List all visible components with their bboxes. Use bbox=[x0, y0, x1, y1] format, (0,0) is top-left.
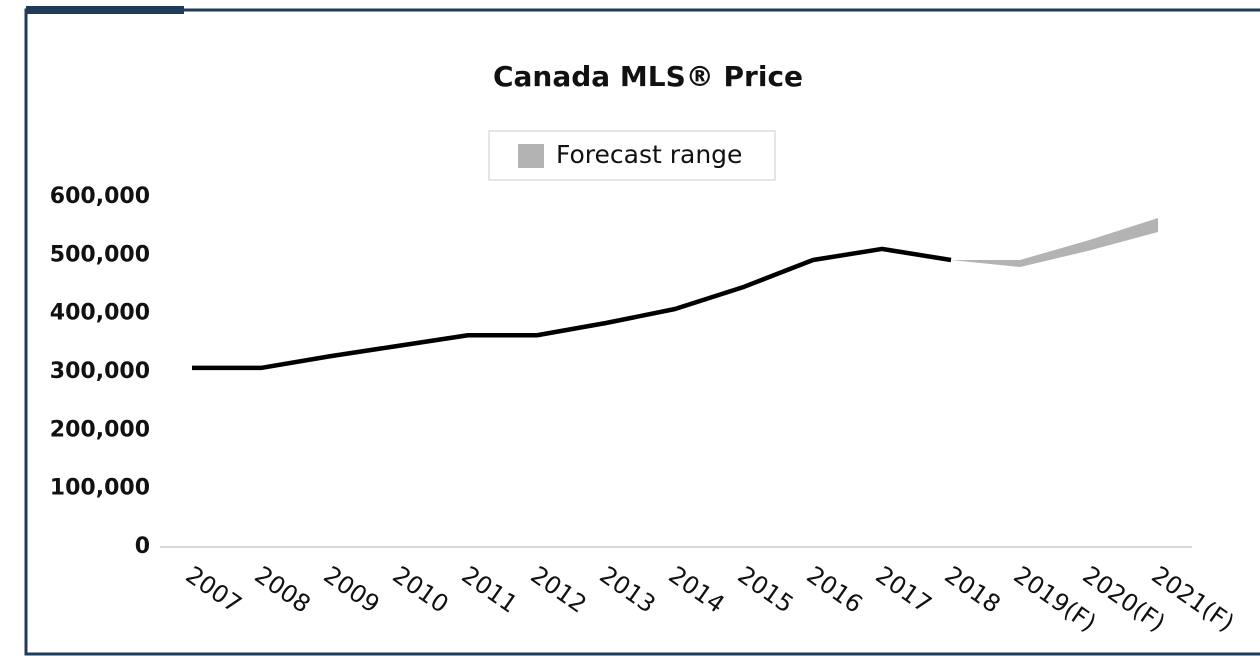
legend-label: Forecast range bbox=[556, 140, 742, 169]
y-tick-label: 400,000 bbox=[50, 301, 150, 326]
x-tick-label: 2010 bbox=[388, 561, 454, 619]
x-tick-label: 2012 bbox=[526, 561, 592, 619]
y-tick-label: 300,000 bbox=[50, 359, 150, 384]
x-tick-label: 2011 bbox=[457, 561, 523, 619]
tab bbox=[26, 6, 184, 14]
chart-title: Canada MLS® Price bbox=[493, 60, 803, 93]
frame bbox=[24, 8, 1260, 656]
x-tick-label: 2009 bbox=[319, 561, 385, 619]
x-tick-label: 2008 bbox=[250, 561, 316, 619]
forecast-band bbox=[951, 218, 1158, 267]
x-tick-label: 2013 bbox=[595, 561, 661, 619]
x-tick-label: 2016 bbox=[802, 561, 868, 619]
x-tick-label: 2017 bbox=[871, 561, 937, 619]
y-tick-label: 200,000 bbox=[50, 417, 150, 442]
x-tick-label: 2018 bbox=[940, 561, 1006, 619]
price-line bbox=[192, 246, 952, 371]
y-tick-label: 500,000 bbox=[50, 242, 150, 267]
x-tick-label: 2015 bbox=[733, 561, 799, 619]
y-tick-label: 100,000 bbox=[50, 476, 150, 501]
legend-swatch bbox=[518, 144, 544, 168]
y-tick-label: 0 bbox=[135, 534, 150, 559]
x-tick-label: 2007 bbox=[181, 561, 247, 619]
x-tick-label: 2014 bbox=[664, 561, 730, 619]
legend: Forecast range bbox=[488, 130, 776, 181]
y-tick-label: 600,000 bbox=[50, 184, 150, 209]
